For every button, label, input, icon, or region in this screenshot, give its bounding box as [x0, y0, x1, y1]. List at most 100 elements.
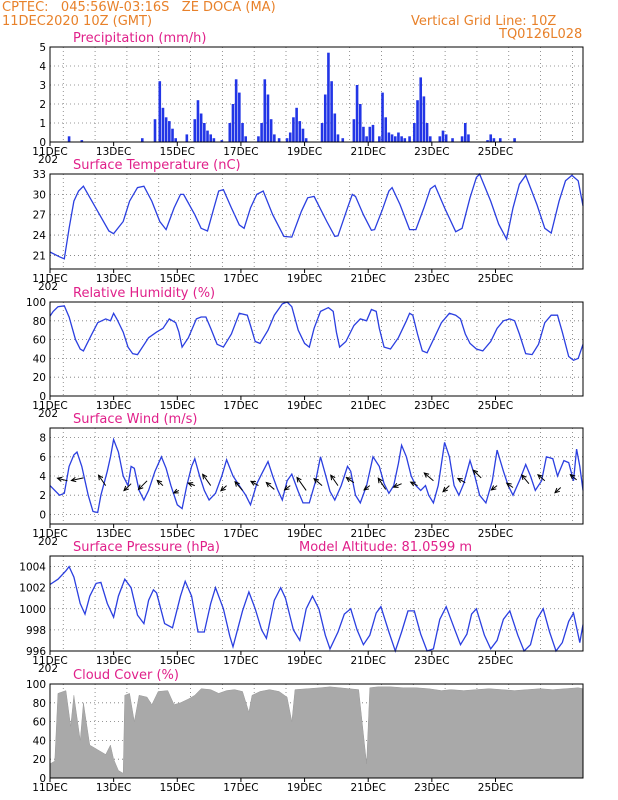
wind-arrow-head — [409, 481, 416, 487]
precip-title: Precipitation (mm/h) — [73, 31, 206, 46]
precip-bar — [292, 117, 295, 142]
cloud-x-tick-label: 13DEC — [96, 782, 131, 794]
cloud-x-tick-label: 23DEC — [414, 782, 449, 794]
wind-arrow-head — [442, 486, 448, 493]
cloud-frame — [49, 683, 584, 779]
model-code-label: TQ0126L028 — [499, 27, 583, 42]
precip-x-tick-label: 21DEC — [350, 146, 385, 158]
precip-bar — [460, 136, 464, 142]
precip-bar — [199, 113, 203, 142]
precip-bar — [158, 81, 162, 142]
temp-x-tick-label: 19DEC — [287, 273, 322, 285]
precip-bar — [416, 100, 419, 142]
wind-arrow — [393, 483, 402, 488]
precip-x-tick-label: 19DEC — [287, 146, 322, 158]
wind-arrow-head — [202, 473, 208, 480]
precip-bar — [397, 132, 400, 142]
wind-arrow-head — [569, 473, 576, 480]
cloud-y-tick-label: 100 — [26, 679, 46, 691]
precip-bar — [185, 134, 189, 142]
wind-arrow — [123, 483, 132, 491]
cloud-x-tick-label: 15DEC — [160, 782, 195, 794]
precip-bar — [298, 121, 302, 142]
cloud-y-tick-label: 80 — [33, 698, 46, 710]
wind-arrow-head — [70, 477, 77, 483]
wind-arrow-head — [330, 474, 336, 481]
rh-x-tick-label: 15DEC — [160, 400, 195, 412]
precip-bar — [301, 128, 305, 142]
pres-x-tick-label: 19DEC — [287, 655, 322, 667]
temp-x-tick-label: 17DEC — [223, 273, 258, 285]
wind-x-tick-label: 17DEC — [223, 528, 258, 540]
precip-bar — [153, 119, 157, 142]
precip-bar — [288, 132, 292, 142]
pres-panel: 996 998 1000 1002 1004 11DEC 13DEC 15DEC 17DEC 19… — [19, 540, 584, 675]
precip-y-tick-label: 1 — [39, 118, 46, 130]
rh-x-tick-label: 11DEC — [32, 400, 67, 412]
precip-bar — [241, 123, 244, 142]
pres-x-tick-label: 11DEC — [32, 655, 67, 667]
rh-y-tick-label: 20 — [33, 372, 46, 384]
precip-bar — [174, 138, 177, 142]
wind-arrow — [423, 472, 434, 482]
wind-arrow — [265, 482, 275, 490]
rh-x-tick-label: 23DEC — [414, 400, 449, 412]
pres-x-tick-label: 13DEC — [96, 655, 131, 667]
wind-arrow — [234, 481, 243, 491]
precip-bar — [393, 136, 397, 142]
wind-arrow-head — [345, 476, 352, 483]
wind-x-tick-label: 21DEC — [350, 528, 385, 540]
wind-x-tick-label: 15DEC — [160, 528, 195, 540]
wind-arrow-head — [456, 477, 463, 483]
temp-x-tick-label: 25DEC — [478, 273, 513, 285]
wind-arrow — [377, 477, 387, 490]
wind-arrow-head — [313, 477, 320, 484]
pres-x-tick-label: 25DEC — [478, 655, 513, 667]
precip-year-fragment: 202 — [38, 154, 58, 166]
vertical-grid-label: Vertical Grid Line: 10Z — [411, 14, 557, 29]
precip-bar — [489, 134, 493, 142]
wind-arrow — [202, 474, 212, 486]
precip-x-tick-label: 25DEC — [478, 146, 513, 158]
wind-panel: 0 2 4 6 8 11DEC 13DEC 15DEC 17DEC 19DEC 21DEC 23DEC… — [32, 412, 584, 548]
precip-bar — [378, 136, 381, 142]
wind-title: Surface Wind (m/s) — [73, 412, 197, 427]
wind-arrow — [363, 485, 371, 491]
rh-series-line — [49, 301, 584, 362]
precip-y-tick-label: 0 — [39, 137, 46, 149]
wind-arrow-head — [249, 480, 257, 486]
wind-arrow — [491, 485, 498, 491]
precip-bar — [277, 138, 281, 142]
precip-bar — [333, 113, 337, 142]
wind-arrow — [250, 480, 259, 487]
cloud-x-tick-label: 25DEC — [478, 782, 513, 794]
precip-bar — [244, 136, 247, 142]
temp-y-tick-label: 24 — [33, 230, 47, 242]
cloud-panel: 0 20 40 60 80 100 11DEC 13DEC 15DEC 17DEC 19DEC 21D… — [26, 668, 584, 794]
precip-bar — [425, 123, 429, 142]
temp-x-tick-label: 21DEC — [350, 273, 385, 285]
wind-arrow-head — [521, 474, 527, 481]
wind-arrow — [156, 480, 164, 486]
wind-arrow-head — [220, 485, 226, 492]
wind-y-tick-label: 0 — [39, 509, 46, 521]
precip-bar — [263, 79, 267, 142]
precip-y-tick-label: 2 — [39, 99, 46, 111]
rh-x-tick-label: 17DEC — [223, 400, 258, 412]
rh-x-tick-label: 19DEC — [287, 400, 322, 412]
precip-bar — [193, 119, 197, 142]
pres-y-tick-label: 996 — [26, 646, 46, 658]
wind-y-tick-label: 8 — [39, 433, 46, 445]
wind-y-tick-label: 2 — [39, 490, 46, 502]
temp-year-fragment: 202 — [38, 281, 58, 293]
pres-x-tick-label: 17DEC — [223, 655, 258, 667]
precip-bar — [196, 100, 200, 142]
wind-arrow-head — [283, 485, 290, 491]
wind-arrow-head — [234, 480, 240, 487]
precip-bar — [438, 136, 442, 142]
wind-arrow-head — [187, 482, 194, 488]
wind-arrow — [98, 474, 107, 486]
wind-arrow-head — [537, 473, 543, 480]
pres-x-tick-label: 15DEC — [160, 655, 195, 667]
